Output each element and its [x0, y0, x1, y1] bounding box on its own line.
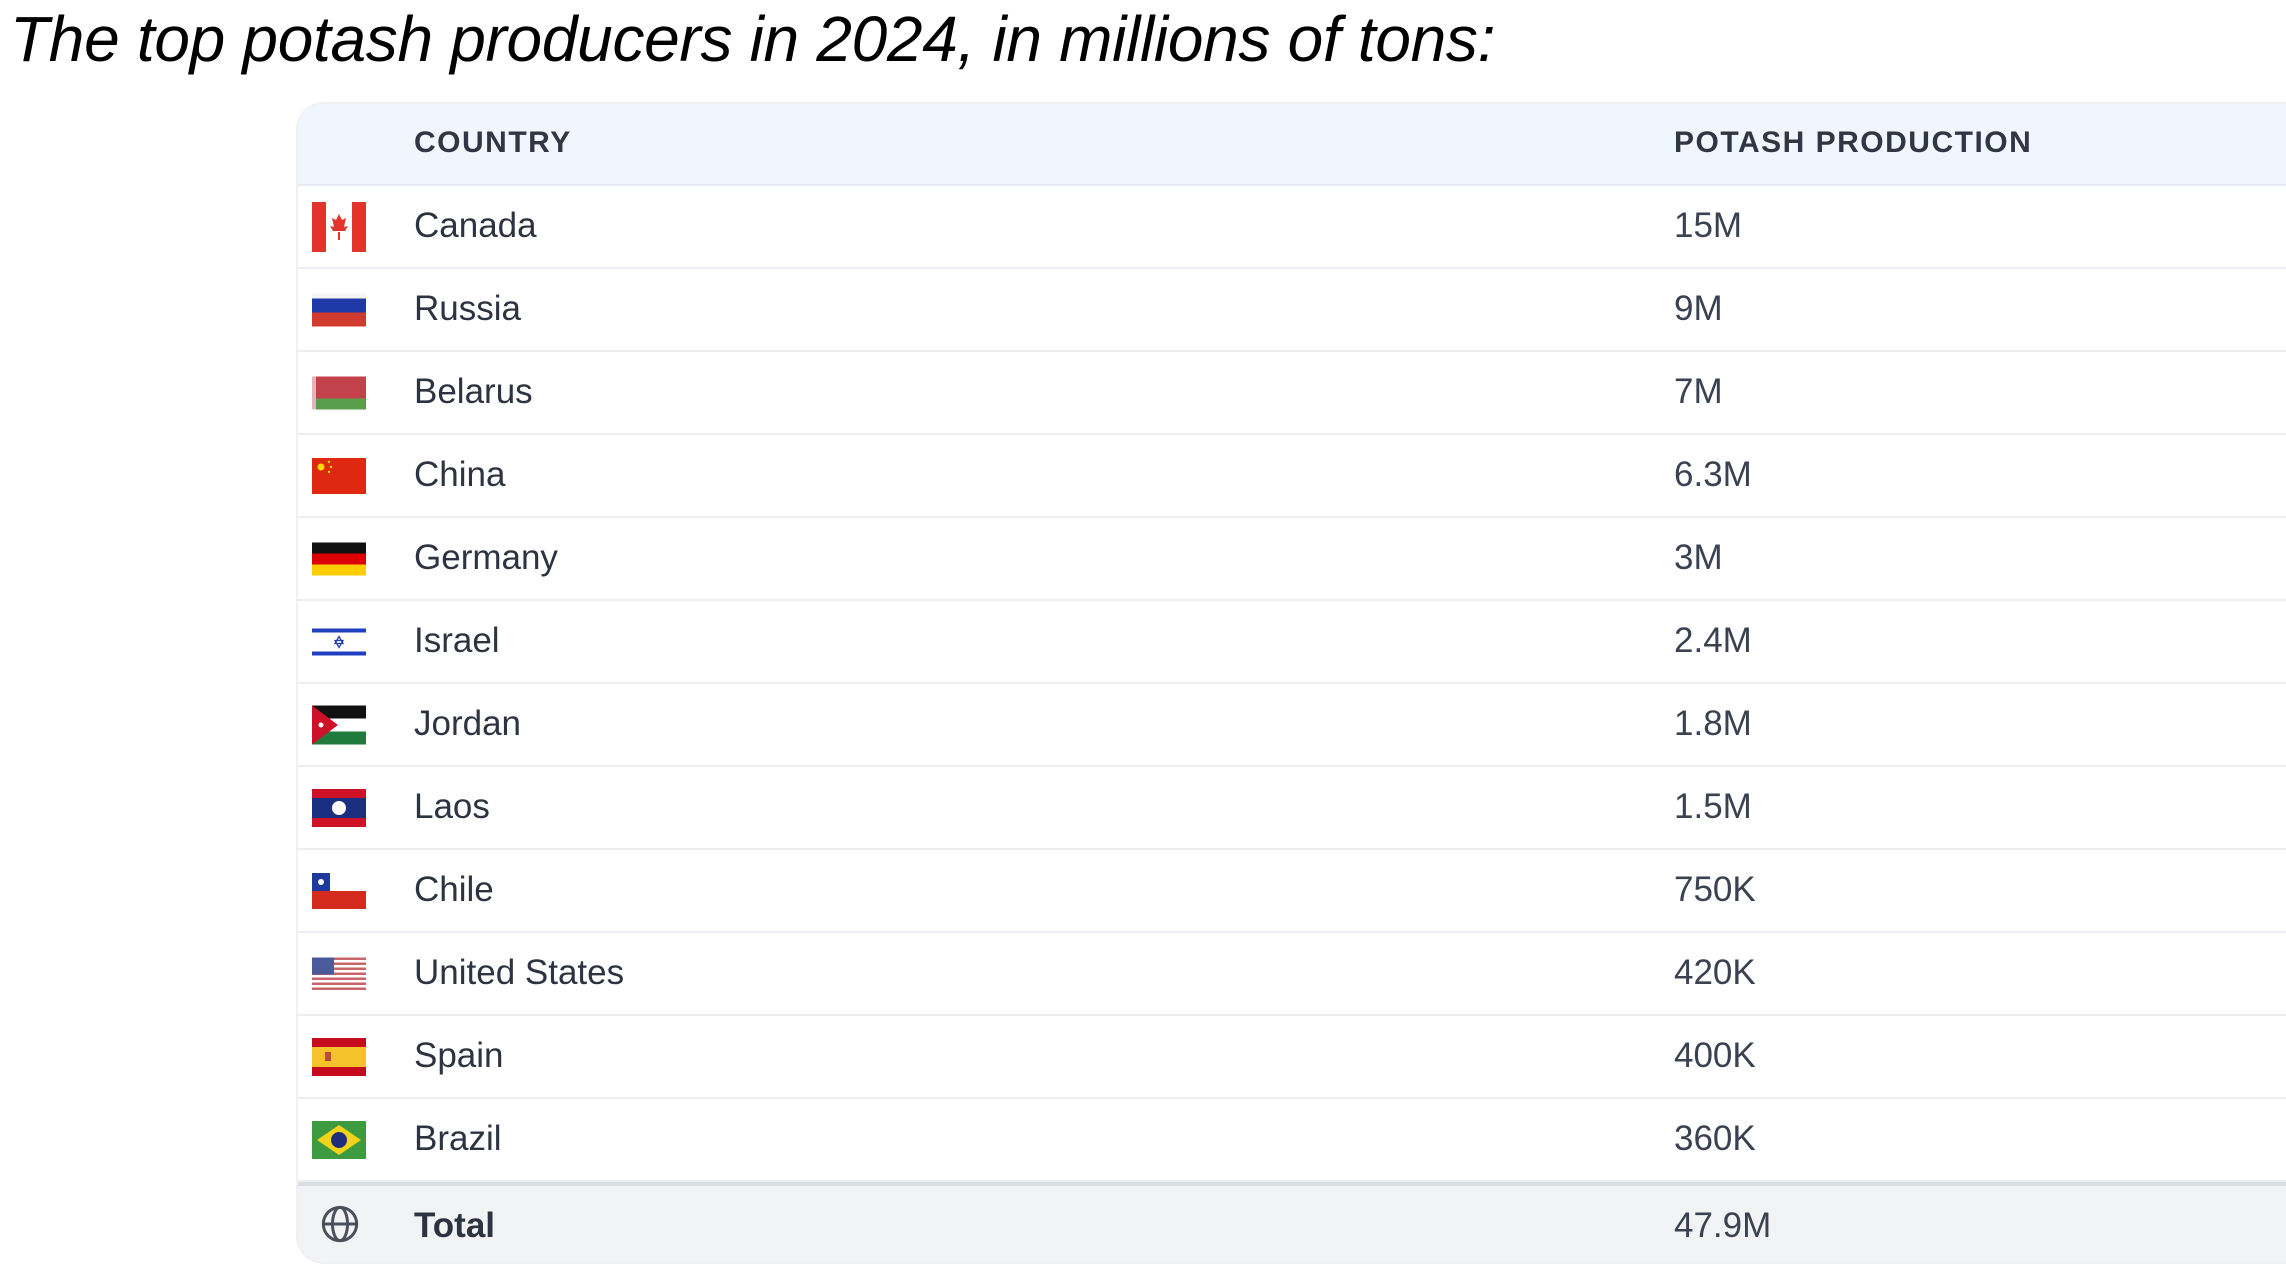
table-row: Chile 750K	[298, 850, 2286, 933]
table-row: Laos 1.5M	[298, 767, 2286, 850]
country-name: United States	[414, 953, 625, 992]
table-row: Canada 15M	[298, 186, 2286, 269]
globe-icon	[321, 1205, 359, 1243]
country-name: Israel	[414, 621, 500, 660]
production-value: 750K	[1674, 870, 1756, 909]
china-flag-icon	[312, 457, 366, 494]
table-row: Israel 2.4M	[298, 601, 2286, 684]
production-value: 360K	[1674, 1119, 1756, 1158]
production-value: 400K	[1674, 1036, 1756, 1075]
table-row: Belarus 7M	[298, 352, 2286, 435]
table-row: Brazil 360K	[298, 1099, 2286, 1182]
country-name: Canada	[414, 206, 537, 245]
production-value: 1.8M	[1674, 704, 1752, 743]
production-value: 1.5M	[1674, 787, 1752, 826]
page-title: The top potash producers in 2024, in mil…	[10, 3, 1496, 75]
header-country: COUNTRY	[414, 126, 572, 159]
chile-flag-icon	[312, 872, 366, 909]
header-production: POTASH PRODUCTION	[1674, 126, 2033, 159]
country-name: Russia	[414, 289, 521, 328]
production-value: 15M	[1674, 206, 1743, 245]
total-value: 47.9M	[1674, 1206, 1772, 1245]
belarus-flag-icon	[312, 376, 366, 409]
country-name: Laos	[414, 787, 490, 826]
table-row: Russia 9M	[298, 269, 2286, 352]
production-value: 3M	[1674, 538, 1723, 577]
table-row: China 6.3M	[298, 435, 2286, 518]
table-row: United States 420K	[298, 933, 2286, 1016]
production-value: 420K	[1674, 953, 1756, 992]
country-name: Germany	[414, 538, 558, 577]
country-name: Belarus	[414, 372, 533, 411]
country-name: China	[414, 455, 506, 494]
jordan-flag-icon	[312, 705, 366, 744]
canada-flag-icon	[312, 201, 366, 252]
israel-flag-icon	[312, 625, 366, 658]
country-name: Spain	[414, 1036, 504, 1075]
table-row: Spain 400K	[298, 1016, 2286, 1099]
production-value: 2.4M	[1674, 621, 1752, 660]
laos-flag-icon	[312, 788, 366, 827]
table-row: Germany 3M	[298, 518, 2286, 601]
total-label: Total	[414, 1206, 496, 1245]
production-value: 9M	[1674, 289, 1723, 328]
country-name: Chile	[414, 870, 494, 909]
total-row: Total 47.9M	[298, 1182, 2286, 1262]
russia-flag-icon	[312, 293, 366, 326]
country-name: Jordan	[414, 704, 522, 743]
spain-flag-icon	[312, 1037, 366, 1076]
production-value: 7M	[1674, 372, 1723, 411]
potash-table: COUNTRY POTASH PRODUCTION Canada 15M Rus…	[296, 102, 2286, 1264]
usa-flag-icon	[312, 957, 366, 990]
brazil-flag-icon	[312, 1120, 366, 1159]
country-name: Brazil	[414, 1119, 502, 1158]
germany-flag-icon	[312, 542, 366, 575]
table-header: COUNTRY POTASH PRODUCTION	[298, 104, 2286, 186]
table-row: Jordan 1.8M	[298, 684, 2286, 767]
production-value: 6.3M	[1674, 455, 1752, 494]
